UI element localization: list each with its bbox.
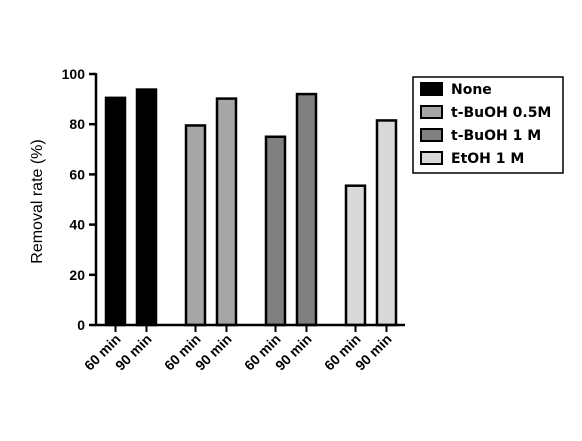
bar-4 bbox=[264, 135, 287, 327]
bar-0 bbox=[104, 96, 127, 327]
legend-swatch bbox=[420, 128, 443, 142]
bar-6 bbox=[344, 184, 367, 327]
legend-label: t-BuOH 0.5M bbox=[451, 105, 551, 121]
y-axis-label: Removal rate (%) bbox=[29, 139, 46, 263]
legend: None t-BuOH 0.5M t-BuOH 1 M EtOH 1 M bbox=[412, 76, 564, 174]
legend-swatch bbox=[420, 105, 443, 119]
y-tick-label: 100 bbox=[62, 66, 86, 82]
y-tick-label: 0 bbox=[77, 317, 85, 333]
bar-2 bbox=[184, 124, 207, 327]
bar-7 bbox=[375, 119, 398, 327]
legend-label: t-BuOH 1 M bbox=[451, 128, 541, 144]
bar-3 bbox=[215, 97, 238, 327]
bar-1 bbox=[135, 88, 158, 327]
bar-5 bbox=[295, 92, 318, 327]
y-tick-label: 80 bbox=[69, 116, 85, 132]
y-tick-label: 60 bbox=[69, 166, 85, 182]
legend-swatch bbox=[420, 82, 443, 96]
y-tick-label: 40 bbox=[69, 217, 85, 233]
plot-area bbox=[104, 88, 398, 327]
legend-swatch bbox=[420, 151, 443, 165]
legend-label: None bbox=[451, 82, 492, 98]
legend-label: EtOH 1 M bbox=[451, 151, 524, 167]
y-tick-label: 20 bbox=[69, 267, 85, 283]
